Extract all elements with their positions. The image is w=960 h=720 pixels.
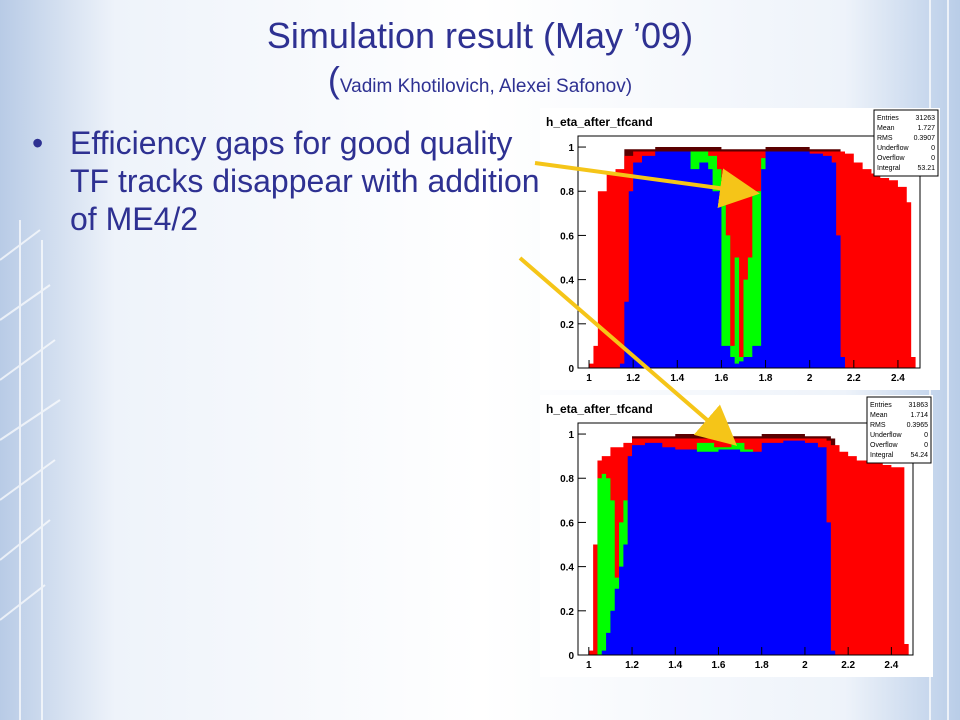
x-tick-label: 2.2: [847, 373, 861, 384]
histogram-after-svg: h_eta_after_tfcand 0 0.2 0.4 0.6 0.8 1 1 1.2 1.4 1…: [546, 396, 932, 671]
x-tick-label: 1.8: [755, 660, 769, 671]
stats-value: 0: [931, 155, 935, 162]
y-tick-label: 0.2: [560, 320, 574, 331]
series-blue: [601, 440, 836, 655]
x-tick-label: 2.2: [841, 660, 855, 671]
plot-frame-outline: [577, 135, 921, 369]
stats-value: 1.727: [917, 125, 935, 132]
stats-label: RMS: [870, 422, 886, 429]
x-tick-label: 2.4: [891, 373, 905, 384]
hist-title: h_eta_after_tfcand: [546, 402, 653, 416]
stats-label: Entries: [870, 402, 892, 409]
y-tick-label: 0: [568, 651, 574, 662]
stats-box: [873, 109, 939, 177]
stats-label: Overflow: [877, 155, 906, 162]
stats-box: [866, 396, 932, 464]
x-tick-label: 1.8: [759, 373, 773, 384]
slide-title: Simulation result (May ’09) (Vadim Khoti…: [0, 12, 960, 107]
y-tick-label: 0.4: [560, 276, 574, 287]
stats-label: Overflow: [870, 442, 899, 449]
stats-value: 1.714: [910, 412, 928, 419]
x-tick-label: 2.4: [884, 660, 898, 671]
bullet-dot: •: [32, 125, 44, 161]
stats-label: Entries: [877, 115, 899, 122]
hist-title: h_eta_after_tfcand: [546, 115, 653, 129]
x-tick-label: 1: [586, 660, 592, 671]
histogram-before-svg: h_eta_after_tfcand 0 0.2 0.4 0.6 0.8 1 1 1.2 1.4 1…: [546, 109, 939, 384]
y-tick-label: 0.8: [560, 187, 574, 198]
x-tick-label: 1.6: [712, 660, 726, 671]
x-tick-label: 1.2: [625, 660, 639, 671]
x-tick-label: 1.4: [670, 373, 684, 384]
stats-value: 54.24: [910, 452, 928, 459]
histogram-before: h_eta_after_tfcand 0 0.2 0.4 0.6 0.8 1 1 1.2 1.4 1…: [540, 108, 940, 390]
title-line1: Simulation result (May ’09): [266, 15, 694, 56]
y-tick-label: 1: [568, 430, 574, 441]
x-tick-label: 1.2: [626, 373, 640, 384]
stats-value: 31263: [916, 115, 936, 122]
stats-label: Underflow: [877, 145, 909, 152]
stats-value: 0: [924, 432, 928, 439]
plot-frame-outline: [577, 422, 914, 656]
y-tick-label: 1: [568, 143, 574, 154]
x-tick-label: 1.6: [714, 373, 728, 384]
stats-value: 31863: [909, 402, 929, 409]
x-tick-label: 2: [807, 373, 813, 384]
stats-label: Mean: [877, 125, 895, 132]
y-tick-label: 0.8: [560, 474, 574, 485]
histogram-after: h_eta_after_tfcand 0 0.2 0.4 0.6 0.8 1 1 1.2 1.4 1…: [540, 395, 933, 677]
title-line2: (Vadim Khotilovich, Alexei Safonov): [0, 60, 960, 107]
bullet-text: Efficiency gaps for good quality TF trac…: [70, 125, 540, 237]
stats-value: 0.3965: [907, 422, 929, 429]
stats-label: Mean: [870, 412, 888, 419]
y-tick-label: 0.4: [560, 563, 574, 574]
stats-label: Integral: [877, 165, 901, 172]
title-paren: (: [327, 59, 340, 100]
x-tick-label: 2: [802, 660, 808, 671]
stats-value: 0: [931, 145, 935, 152]
stats-label: Underflow: [870, 432, 902, 439]
stats-label: RMS: [877, 135, 893, 142]
y-tick-label: 0.6: [560, 518, 574, 529]
y-tick-label: 0.2: [560, 607, 574, 618]
stats-value: 53.21: [917, 165, 935, 172]
stats-value: 0: [924, 442, 928, 449]
x-tick-label: 1.4: [668, 660, 682, 671]
title-authors: Vadim Khotilovich, Alexei Safonov): [339, 76, 633, 97]
y-tick-label: 0.6: [560, 231, 574, 242]
y-tick-label: 0: [568, 364, 574, 375]
x-tick-label: 1: [586, 373, 592, 384]
stats-label: Integral: [870, 452, 894, 459]
stats-value: 0.3907: [914, 135, 936, 142]
